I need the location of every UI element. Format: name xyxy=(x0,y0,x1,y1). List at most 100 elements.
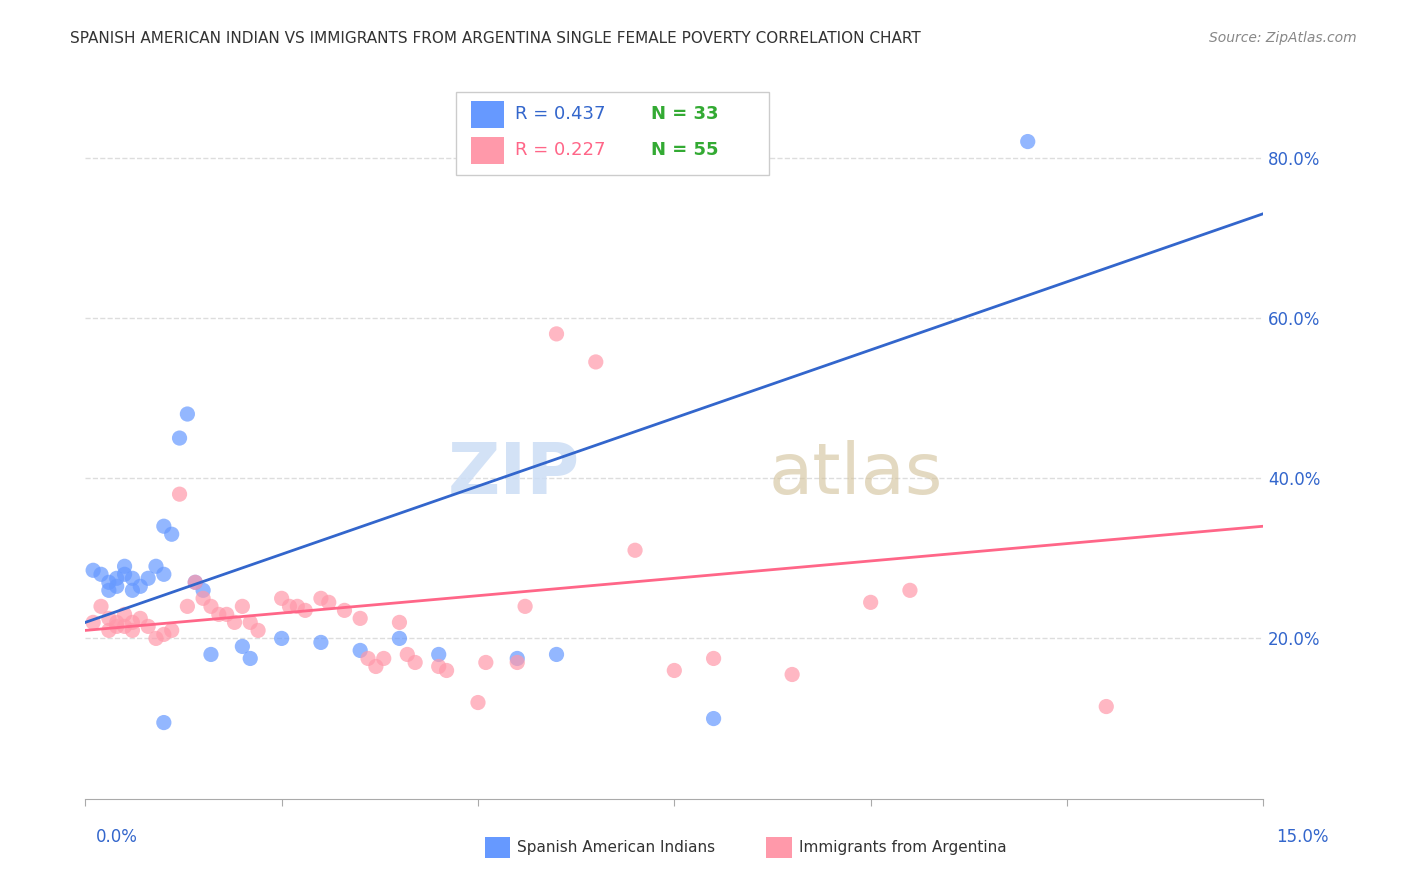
Point xyxy=(160,527,183,541)
Point xyxy=(145,632,167,646)
Point xyxy=(121,583,143,598)
Point xyxy=(153,715,176,730)
Point xyxy=(664,664,686,678)
Point xyxy=(506,656,529,670)
Bar xyxy=(471,136,503,164)
Text: SPANISH AMERICAN INDIAN VS IMMIGRANTS FROM ARGENTINA SINGLE FEMALE POVERTY CORRE: SPANISH AMERICAN INDIAN VS IMMIGRANTS FR… xyxy=(70,31,921,46)
Point xyxy=(506,651,529,665)
Point xyxy=(467,696,489,710)
Point xyxy=(90,567,112,582)
Bar xyxy=(471,101,503,128)
Point xyxy=(309,591,332,606)
Point xyxy=(97,575,120,590)
Point xyxy=(114,559,136,574)
Point xyxy=(285,599,308,614)
Point xyxy=(105,615,128,630)
Point xyxy=(388,632,411,646)
Point xyxy=(513,599,536,614)
Point xyxy=(1095,699,1118,714)
Point xyxy=(145,559,167,574)
Point xyxy=(436,664,458,678)
Point xyxy=(114,567,136,582)
Point xyxy=(294,603,316,617)
Text: 0.0%: 0.0% xyxy=(96,828,138,846)
Point xyxy=(176,407,198,421)
Point xyxy=(200,599,222,614)
Point xyxy=(247,624,270,638)
Text: ZIP: ZIP xyxy=(449,440,581,508)
Point xyxy=(231,640,253,654)
Point xyxy=(475,656,498,670)
Text: 15.0%: 15.0% xyxy=(1277,828,1329,846)
Point xyxy=(396,648,419,662)
Point xyxy=(703,651,725,665)
Point xyxy=(898,583,921,598)
Point xyxy=(624,543,647,558)
Point xyxy=(121,615,143,630)
Point xyxy=(780,667,803,681)
Point xyxy=(82,563,104,577)
Point xyxy=(585,355,607,369)
Point xyxy=(427,648,450,662)
Point xyxy=(231,599,253,614)
Text: N = 33: N = 33 xyxy=(651,105,718,123)
Point xyxy=(176,599,198,614)
Point xyxy=(97,583,120,598)
Point xyxy=(239,651,262,665)
Text: Immigrants from Argentina: Immigrants from Argentina xyxy=(799,840,1007,855)
Point xyxy=(200,648,222,662)
Text: atlas: atlas xyxy=(769,440,943,508)
Text: Source: ZipAtlas.com: Source: ZipAtlas.com xyxy=(1209,31,1357,45)
Point xyxy=(349,611,371,625)
Point xyxy=(97,624,120,638)
Point xyxy=(270,632,292,646)
Point xyxy=(1017,135,1039,149)
Point xyxy=(105,571,128,585)
Point xyxy=(153,519,176,533)
Point xyxy=(270,591,292,606)
Point xyxy=(546,326,568,341)
Point xyxy=(153,627,176,641)
Point xyxy=(239,615,262,630)
Point xyxy=(160,624,183,638)
Point xyxy=(114,619,136,633)
Point xyxy=(278,599,301,614)
Point xyxy=(153,567,176,582)
Point xyxy=(105,619,128,633)
Point xyxy=(333,603,356,617)
Point xyxy=(364,659,387,673)
Point xyxy=(191,591,214,606)
Point xyxy=(121,624,143,638)
Point xyxy=(184,575,207,590)
Point xyxy=(136,619,159,633)
Point xyxy=(136,571,159,585)
Point xyxy=(191,583,214,598)
Point xyxy=(703,712,725,726)
Point xyxy=(129,579,152,593)
Text: Spanish American Indians: Spanish American Indians xyxy=(517,840,716,855)
Point xyxy=(184,575,207,590)
Point xyxy=(388,615,411,630)
Point xyxy=(224,615,246,630)
Text: R = 0.227: R = 0.227 xyxy=(515,141,606,160)
Point xyxy=(97,611,120,625)
Point xyxy=(349,643,371,657)
Point xyxy=(859,595,882,609)
Text: N = 55: N = 55 xyxy=(651,141,718,160)
Point xyxy=(129,611,152,625)
Text: R = 0.437: R = 0.437 xyxy=(515,105,606,123)
Point xyxy=(357,651,380,665)
Point xyxy=(373,651,395,665)
Point xyxy=(208,607,231,622)
Point xyxy=(82,615,104,630)
Point xyxy=(404,656,426,670)
Point xyxy=(121,571,143,585)
Point xyxy=(169,487,191,501)
Point xyxy=(90,599,112,614)
Point xyxy=(427,659,450,673)
Point xyxy=(309,635,332,649)
Point xyxy=(318,595,340,609)
FancyBboxPatch shape xyxy=(457,92,769,175)
Point xyxy=(546,648,568,662)
Point xyxy=(215,607,238,622)
